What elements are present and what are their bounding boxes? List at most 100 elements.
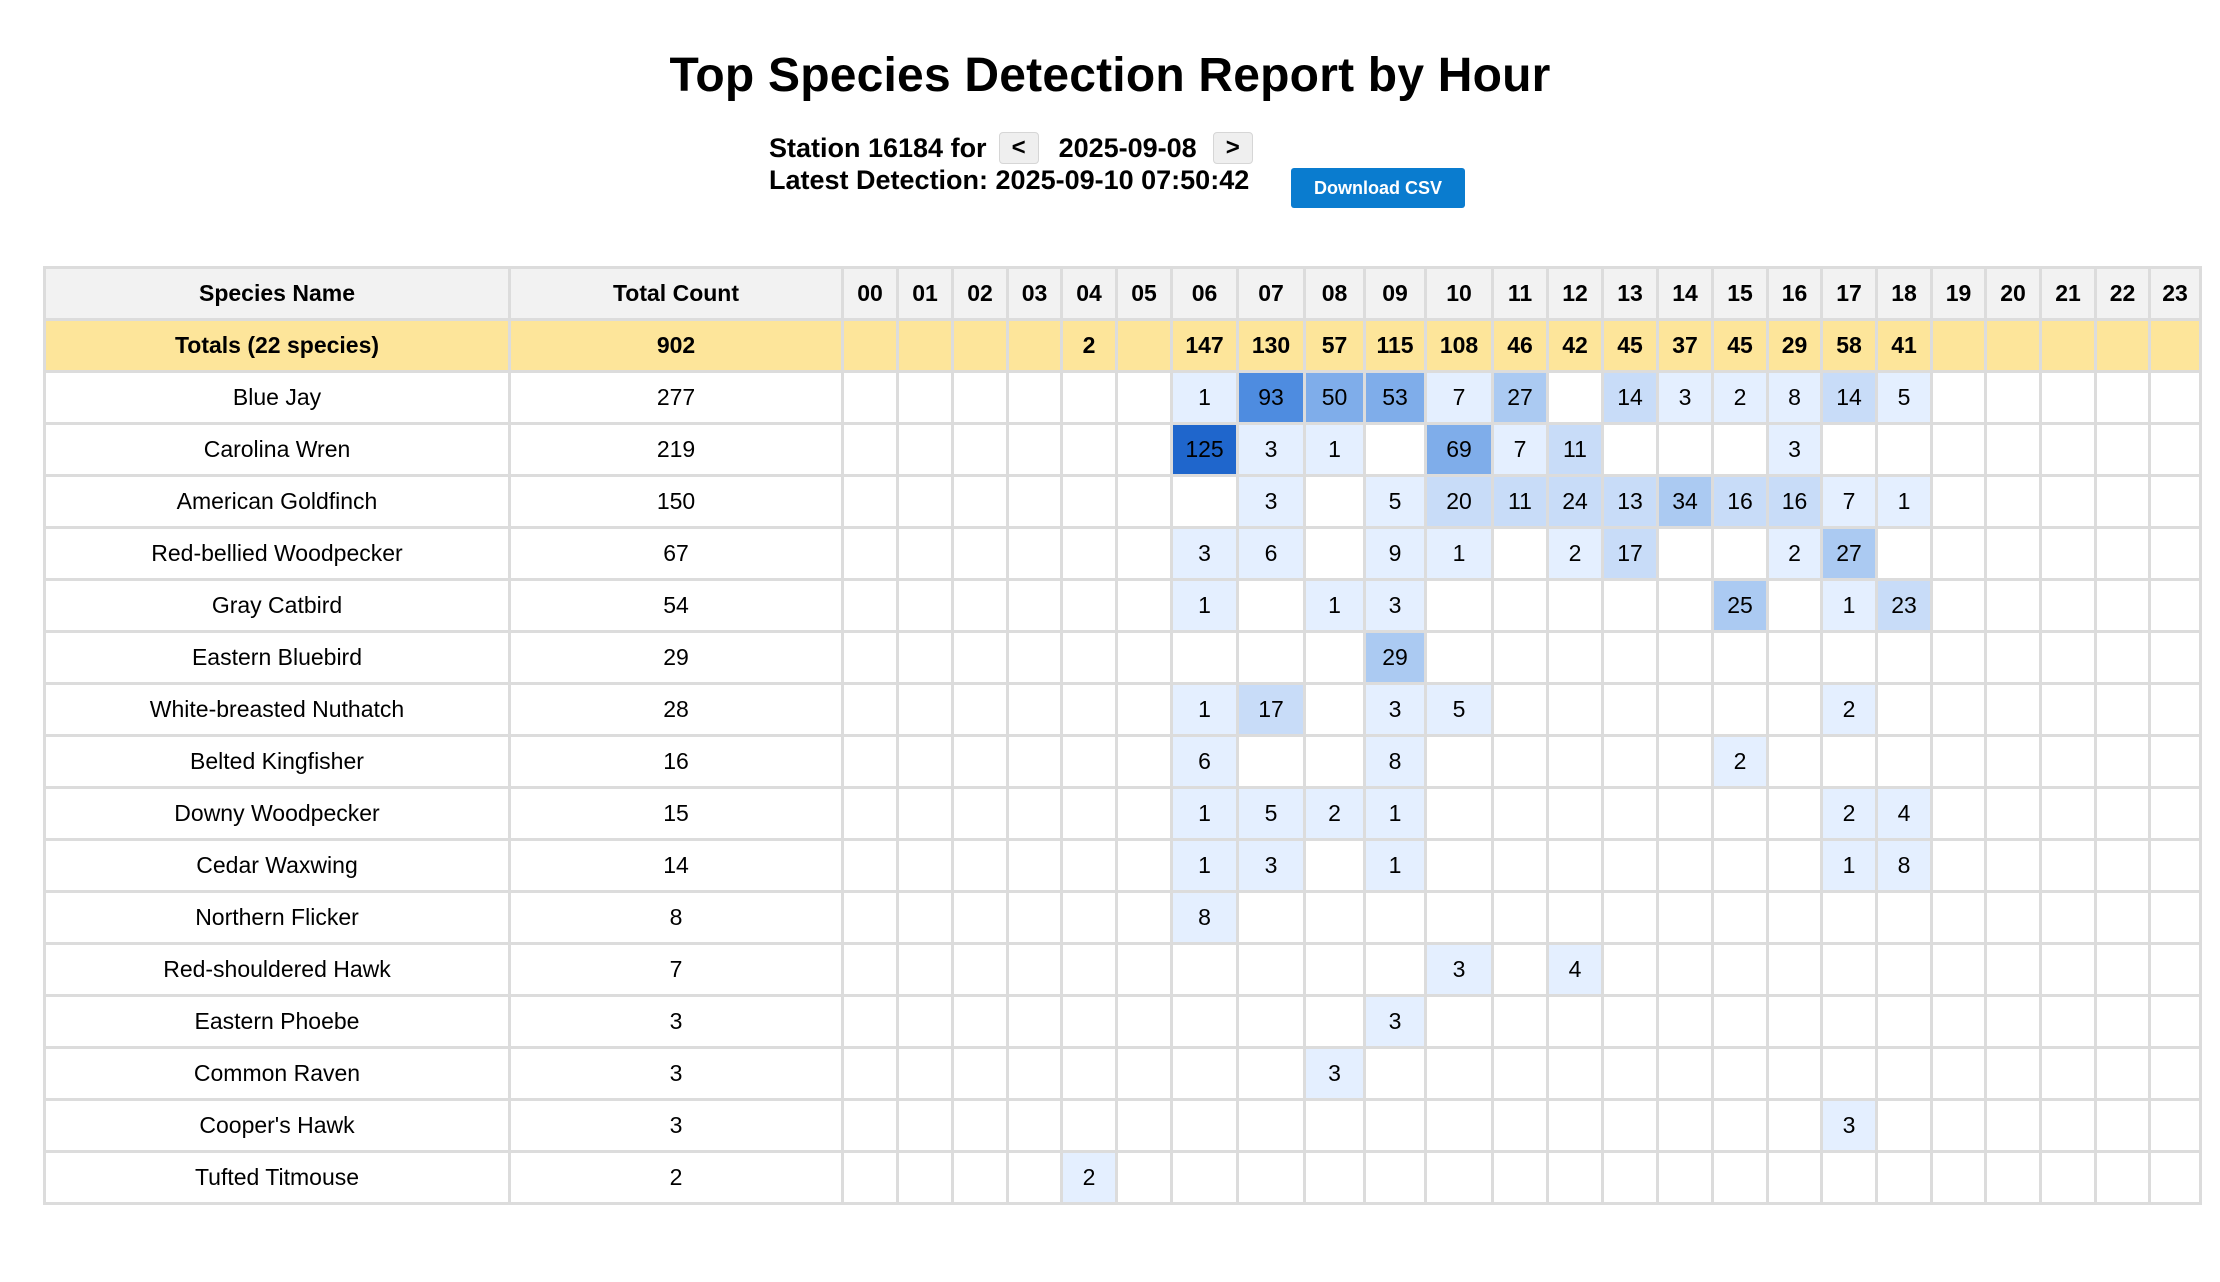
hour-count-cell xyxy=(1060,942,1118,997)
hour-header[interactable]: 02 xyxy=(951,266,1009,321)
hour-header[interactable]: 06 xyxy=(1170,266,1239,321)
hour-header[interactable]: 01 xyxy=(896,266,954,321)
hour-count-cell xyxy=(1303,526,1366,581)
hour-count-cell xyxy=(1060,370,1118,425)
hour-count-cell xyxy=(2094,838,2151,893)
hour-count-cell: 1 xyxy=(1875,474,1933,529)
species-name-header[interactable]: Species Name xyxy=(43,266,511,321)
hour-count-cell xyxy=(1363,890,1427,945)
hour-header[interactable]: 12 xyxy=(1546,266,1604,321)
hour-count-cell: 3 xyxy=(1236,474,1306,529)
hour-count-cell xyxy=(1601,578,1659,633)
hour-count-cell xyxy=(1984,578,2042,633)
hour-header[interactable]: 03 xyxy=(1006,266,1063,321)
hour-header[interactable]: 14 xyxy=(1656,266,1714,321)
hour-count-cell: 2 xyxy=(1820,786,1878,841)
hour-count-cell: 16 xyxy=(1766,474,1823,529)
hour-header[interactable]: 18 xyxy=(1875,266,1933,321)
hour-count-cell xyxy=(1656,630,1714,685)
hour-count-cell xyxy=(1984,474,2042,529)
hour-count-cell xyxy=(1006,1046,1063,1101)
total-count-header[interactable]: Total Count xyxy=(508,266,844,321)
hour-count-cell xyxy=(1236,734,1306,789)
hour-count-cell xyxy=(1711,422,1769,477)
hour-count-cell: 2 xyxy=(1711,370,1769,425)
hour-count-cell xyxy=(1601,1046,1659,1101)
hour-count-cell xyxy=(1656,734,1714,789)
hour-header[interactable]: 23 xyxy=(2148,266,2202,321)
species-name-cell: Eastern Phoebe xyxy=(43,994,511,1049)
previous-day-button[interactable]: < xyxy=(998,132,1039,164)
hour-count-cell: 5 xyxy=(1875,370,1933,425)
hour-count-cell xyxy=(951,734,1009,789)
hour-count-cell xyxy=(1984,1150,2042,1205)
hour-count-cell xyxy=(951,370,1009,425)
hour-count-cell: 17 xyxy=(1236,682,1306,737)
hour-header[interactable]: 17 xyxy=(1820,266,1878,321)
hour-count-cell xyxy=(2039,370,2097,425)
hour-count-cell xyxy=(1115,630,1173,685)
hour-count-cell xyxy=(2148,786,2202,841)
download-csv-button[interactable]: Download CSV xyxy=(1291,168,1465,208)
species-name-cell: Gray Catbird xyxy=(43,578,511,633)
totals-hour-cell: 37 xyxy=(1656,318,1714,373)
hour-count-cell xyxy=(841,422,899,477)
species-name-cell: Belted Kingfisher xyxy=(43,734,511,789)
table-row: Red-bellied Woodpecker 67 3 6 9 1 2 17 2 27 xyxy=(43,526,2202,581)
hour-header[interactable]: 20 xyxy=(1984,266,2042,321)
species-name-cell: Red-bellied Woodpecker xyxy=(43,526,511,581)
hour-count-cell xyxy=(1115,734,1173,789)
hour-count-cell: 1 xyxy=(1820,578,1878,633)
hour-header[interactable]: 08 xyxy=(1303,266,1366,321)
hour-count-cell xyxy=(1656,1046,1714,1101)
hour-count-cell xyxy=(1491,838,1549,893)
hour-count-cell xyxy=(1656,682,1714,737)
hour-header[interactable]: 00 xyxy=(841,266,899,321)
hour-header[interactable]: 15 xyxy=(1711,266,1769,321)
hour-count-cell xyxy=(841,682,899,737)
hour-header[interactable]: 16 xyxy=(1766,266,1823,321)
hour-count-cell: 2 xyxy=(1766,526,1823,581)
hour-header[interactable]: 07 xyxy=(1236,266,1306,321)
hour-header[interactable]: 04 xyxy=(1060,266,1118,321)
station-line: Station 16184 for < 2025-09-08 > xyxy=(769,130,1253,166)
hour-count-cell xyxy=(1115,682,1173,737)
hour-count-cell xyxy=(1424,578,1494,633)
hour-count-cell: 1 xyxy=(1424,526,1494,581)
hour-count-cell xyxy=(1601,994,1659,1049)
hour-count-cell: 7 xyxy=(1424,370,1494,425)
hour-count-cell xyxy=(1115,1046,1173,1101)
totals-label: Totals (22 species) xyxy=(43,318,511,373)
hour-count-cell xyxy=(1656,422,1714,477)
totals-hour-cell xyxy=(1984,318,2042,373)
hour-count-cell xyxy=(1060,1046,1118,1101)
hour-header[interactable]: 10 xyxy=(1424,266,1494,321)
hour-count-cell xyxy=(1711,526,1769,581)
hour-header[interactable]: 21 xyxy=(2039,266,2097,321)
hour-count-cell xyxy=(841,786,899,841)
hour-header[interactable]: 11 xyxy=(1491,266,1549,321)
hour-count-cell xyxy=(1546,734,1604,789)
hour-count-cell: 53 xyxy=(1363,370,1427,425)
hour-count-cell: 14 xyxy=(1820,370,1878,425)
table-row: Eastern Bluebird 29 29 xyxy=(43,630,2202,685)
hour-count-cell xyxy=(1984,1046,2042,1101)
hour-header[interactable]: 05 xyxy=(1115,266,1173,321)
hour-count-cell xyxy=(1424,786,1494,841)
next-day-button[interactable]: > xyxy=(1212,132,1253,164)
species-total-cell: 8 xyxy=(508,890,844,945)
hour-count-cell xyxy=(896,474,954,529)
hour-count-cell xyxy=(1115,474,1173,529)
hour-count-cell: 27 xyxy=(1491,370,1549,425)
hour-count-cell xyxy=(1930,370,1987,425)
hour-header[interactable]: 19 xyxy=(1930,266,1987,321)
hour-count-cell xyxy=(1060,838,1118,893)
hour-count-cell xyxy=(1875,682,1933,737)
hour-count-cell xyxy=(1984,734,2042,789)
hour-count-cell xyxy=(1984,682,2042,737)
species-total-cell: 2 xyxy=(508,1150,844,1205)
hour-header[interactable]: 22 xyxy=(2094,266,2151,321)
hour-header[interactable]: 13 xyxy=(1601,266,1659,321)
hour-count-cell xyxy=(2039,1046,2097,1101)
hour-header[interactable]: 09 xyxy=(1363,266,1427,321)
